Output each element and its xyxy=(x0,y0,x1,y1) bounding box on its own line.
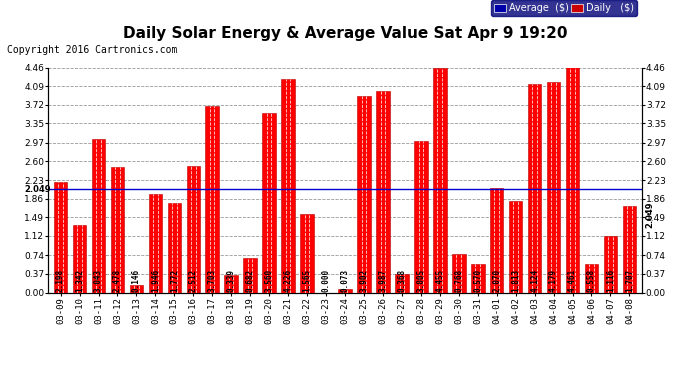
Bar xyxy=(282,79,295,292)
Bar xyxy=(110,168,124,292)
Text: 2.478: 2.478 xyxy=(113,268,122,292)
Bar xyxy=(130,285,144,292)
Text: 0.558: 0.558 xyxy=(587,268,596,292)
Bar xyxy=(622,206,636,292)
Text: 1.565: 1.565 xyxy=(303,268,312,292)
Bar xyxy=(471,264,484,292)
Text: 2.198: 2.198 xyxy=(56,268,65,292)
Text: 0.682: 0.682 xyxy=(246,268,255,292)
Bar xyxy=(338,289,352,292)
Text: 1.116: 1.116 xyxy=(606,268,615,292)
Text: 3.987: 3.987 xyxy=(378,268,387,292)
Text: 3.902: 3.902 xyxy=(359,268,368,292)
Bar xyxy=(300,213,314,292)
Text: 0.146: 0.146 xyxy=(132,268,141,292)
Bar xyxy=(244,258,257,292)
Text: Daily Solar Energy & Average Value Sat Apr 9 19:20: Daily Solar Energy & Average Value Sat A… xyxy=(123,26,567,41)
Bar xyxy=(92,139,106,292)
Text: 3.005: 3.005 xyxy=(416,268,425,292)
Text: 3.043: 3.043 xyxy=(94,268,103,292)
Text: 2.049: 2.049 xyxy=(645,201,655,228)
Bar xyxy=(357,96,371,292)
Bar xyxy=(604,236,618,292)
Bar xyxy=(224,275,238,292)
Bar xyxy=(566,68,580,292)
Text: 4.455: 4.455 xyxy=(435,268,444,292)
Text: 0.368: 0.368 xyxy=(397,268,406,292)
Text: 1.772: 1.772 xyxy=(170,268,179,292)
Text: 1.707: 1.707 xyxy=(625,268,634,292)
Text: 3.560: 3.560 xyxy=(265,268,274,292)
Text: 4.226: 4.226 xyxy=(284,268,293,292)
Bar xyxy=(395,274,408,292)
Text: 0.768: 0.768 xyxy=(454,268,463,292)
Bar xyxy=(546,82,560,292)
Text: 0.339: 0.339 xyxy=(227,268,236,292)
Bar xyxy=(168,203,181,292)
Text: 2.070: 2.070 xyxy=(492,268,501,292)
Bar xyxy=(206,106,219,292)
Text: 2.049: 2.049 xyxy=(25,184,51,194)
Bar xyxy=(584,264,598,292)
Bar xyxy=(414,141,428,292)
Text: 3.703: 3.703 xyxy=(208,268,217,292)
Text: 0.073: 0.073 xyxy=(340,268,350,292)
Bar xyxy=(509,201,522,292)
Bar xyxy=(490,188,504,292)
Bar xyxy=(262,113,276,292)
Text: 2.512: 2.512 xyxy=(189,268,198,292)
Text: 1.946: 1.946 xyxy=(151,268,160,292)
Bar xyxy=(528,84,542,292)
Bar xyxy=(54,182,68,292)
Bar xyxy=(452,254,466,292)
Text: 1.813: 1.813 xyxy=(511,268,520,292)
Text: 1.342: 1.342 xyxy=(75,268,84,292)
Text: 4.124: 4.124 xyxy=(530,268,539,292)
Bar xyxy=(72,225,86,292)
Text: 4.461: 4.461 xyxy=(568,268,577,292)
Bar xyxy=(186,166,200,292)
Bar xyxy=(433,68,446,292)
Text: 0.000: 0.000 xyxy=(322,268,331,292)
Legend: Average  ($), Daily   ($): Average ($), Daily ($) xyxy=(491,0,637,16)
Bar xyxy=(148,194,162,292)
Bar xyxy=(376,92,390,292)
Text: 4.179: 4.179 xyxy=(549,268,558,292)
Text: 0.570: 0.570 xyxy=(473,268,482,292)
Text: Copyright 2016 Cartronics.com: Copyright 2016 Cartronics.com xyxy=(7,45,177,55)
